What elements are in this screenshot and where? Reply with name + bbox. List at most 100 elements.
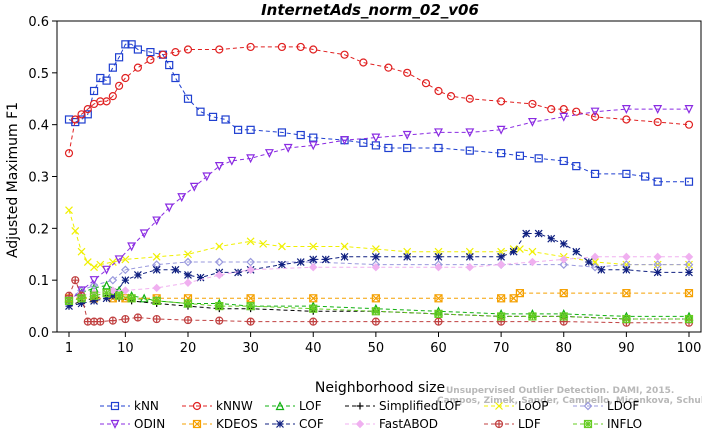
data-point (622, 265, 631, 274)
data-point (590, 252, 600, 262)
data-point (572, 162, 581, 171)
data-point (202, 172, 212, 182)
data-point (90, 263, 98, 272)
data-point (215, 242, 224, 251)
legend-item-fastabod: FastABOD (345, 417, 438, 431)
data-point (434, 143, 443, 153)
data-point (534, 229, 543, 238)
data-point (653, 260, 663, 269)
data-point (146, 47, 155, 57)
data-point (296, 42, 305, 52)
data-point (584, 258, 593, 266)
data-point (559, 156, 568, 166)
legend-item-loop: LoOP (484, 399, 549, 413)
data-point (434, 317, 443, 326)
data-point (192, 419, 202, 429)
data-point (653, 177, 662, 186)
data-point (71, 115, 80, 124)
data-point (102, 280, 112, 290)
data-point (196, 107, 205, 116)
data-point (275, 401, 285, 411)
data-point (152, 252, 161, 261)
legend-label: kNN (134, 399, 159, 413)
data-point (641, 172, 650, 181)
data-point (127, 40, 136, 49)
data-point (583, 401, 593, 411)
data-point (108, 92, 117, 101)
legend-label: KDEOS (216, 417, 258, 431)
series-inflo (64, 289, 694, 324)
data-point (89, 276, 99, 286)
data-point (246, 237, 255, 246)
data-point (283, 143, 293, 153)
data-point (653, 117, 662, 127)
legend-item-ldof: LDOF (573, 399, 639, 413)
data-point (277, 128, 287, 137)
plot-frame (56, 20, 702, 333)
data-point (434, 128, 443, 138)
data-point (296, 258, 305, 266)
data-point (215, 301, 224, 311)
data-point (64, 296, 74, 305)
data-point (77, 286, 86, 296)
data-point (371, 307, 380, 316)
series-line (68, 43, 689, 183)
legend-item-kdeos: KDEOS (182, 417, 258, 431)
tick-marks: 1 10 20 30 40 50 60 70 80 90 100 0.0 0.1 0.2 0.3 0.4 0.5… (28, 15, 701, 356)
legend-item-ldf: LDF (484, 417, 541, 431)
data-point (259, 239, 268, 248)
data-point (77, 294, 86, 303)
data-point (90, 296, 98, 305)
data-point (246, 294, 255, 303)
legend-item-lof: LOF (265, 399, 322, 413)
data-point (509, 247, 518, 256)
data-point (83, 105, 92, 114)
data-point (465, 263, 475, 272)
data-point (152, 216, 162, 226)
data-point (133, 45, 142, 54)
data-point (192, 401, 202, 411)
data-point (309, 242, 318, 251)
data-point (108, 291, 117, 300)
legend-label: COF (299, 417, 324, 431)
data-point (684, 120, 694, 129)
data-point (622, 314, 631, 324)
data-point (559, 112, 569, 122)
data-point (355, 419, 365, 429)
data-point (340, 136, 350, 146)
data-point (590, 112, 600, 121)
data-point (77, 115, 86, 124)
data-point (496, 260, 506, 269)
data-point (384, 63, 393, 72)
data-point (597, 265, 606, 274)
data-point (215, 45, 224, 54)
legend-label: LDF (518, 417, 541, 431)
data-point (177, 193, 187, 203)
data-point (152, 314, 161, 324)
data-point (108, 258, 117, 266)
data-point (278, 260, 286, 269)
data-point (146, 55, 155, 64)
data-point (152, 296, 161, 305)
data-point (653, 252, 662, 262)
data-point (110, 401, 120, 411)
data-point (264, 149, 274, 159)
data-point (65, 206, 73, 215)
x-tick-label: 30 (242, 341, 259, 356)
y-tick-label: 0.4 (28, 119, 49, 134)
data-point (403, 143, 412, 153)
x-tick-label: 10 (117, 341, 134, 356)
data-point (83, 258, 92, 266)
data-point (559, 105, 568, 114)
data-point (246, 301, 255, 311)
data-point (434, 86, 443, 96)
x-tick-label: 1 (65, 341, 73, 356)
data-point (684, 177, 694, 186)
series-layer (64, 40, 694, 327)
data-point (308, 141, 318, 151)
data-point (559, 239, 568, 248)
data-point (121, 73, 130, 83)
data-point (246, 125, 255, 134)
data-point (371, 317, 380, 326)
data-point (359, 138, 368, 147)
